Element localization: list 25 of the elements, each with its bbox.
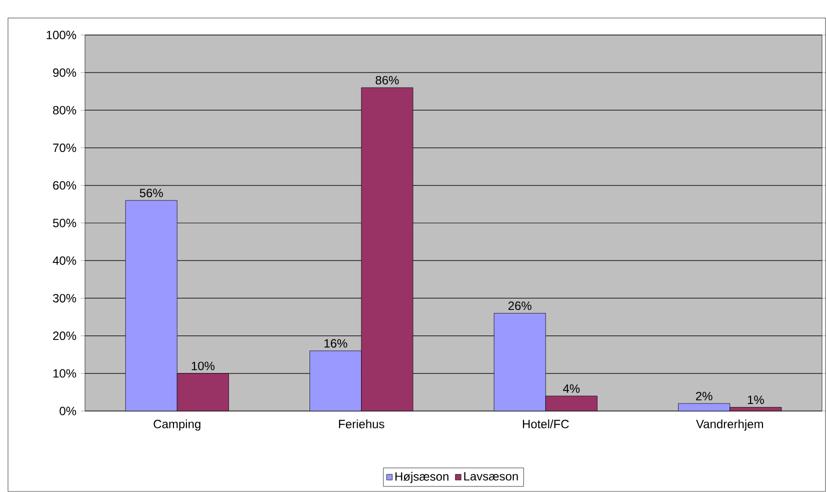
- data-label: 4%: [563, 384, 580, 393]
- data-label: 1%: [748, 396, 764, 404]
- y-tick-label: 60%: [53, 181, 76, 190]
- x-tick-label: Hotel/FC: [522, 419, 569, 428]
- data-label: 10%: [192, 362, 214, 370]
- legend-label: Lavsæson: [464, 472, 518, 481]
- data-label: 26%: [508, 302, 532, 310]
- y-tick-label: 50%: [53, 218, 76, 228]
- x-tick-label: Camping: [154, 419, 200, 431]
- y-tick-label: 10%: [53, 369, 76, 378]
- data-label: 86%: [376, 76, 399, 84]
- data-label: 2%: [696, 392, 712, 400]
- y-tick-label: 40%: [52, 256, 76, 265]
- legend-label: Højsæson: [395, 472, 448, 484]
- y-tick-label: 30%: [52, 294, 76, 302]
- x-tick-label: Feriehus: [339, 419, 384, 428]
- y-tick-label: 70%: [53, 144, 76, 152]
- data-label: 56%: [140, 188, 163, 198]
- x-tick-label: Vandrerhjem: [696, 419, 763, 431]
- y-tick-label: 20%: [53, 332, 76, 340]
- y-tick-label: 100%: [46, 30, 76, 40]
- y-tick-label: 90%: [53, 68, 76, 77]
- y-tick-label: 0%: [60, 406, 76, 416]
- y-tick-label: 80%: [53, 106, 76, 114]
- data-label: 16%: [324, 339, 348, 348]
